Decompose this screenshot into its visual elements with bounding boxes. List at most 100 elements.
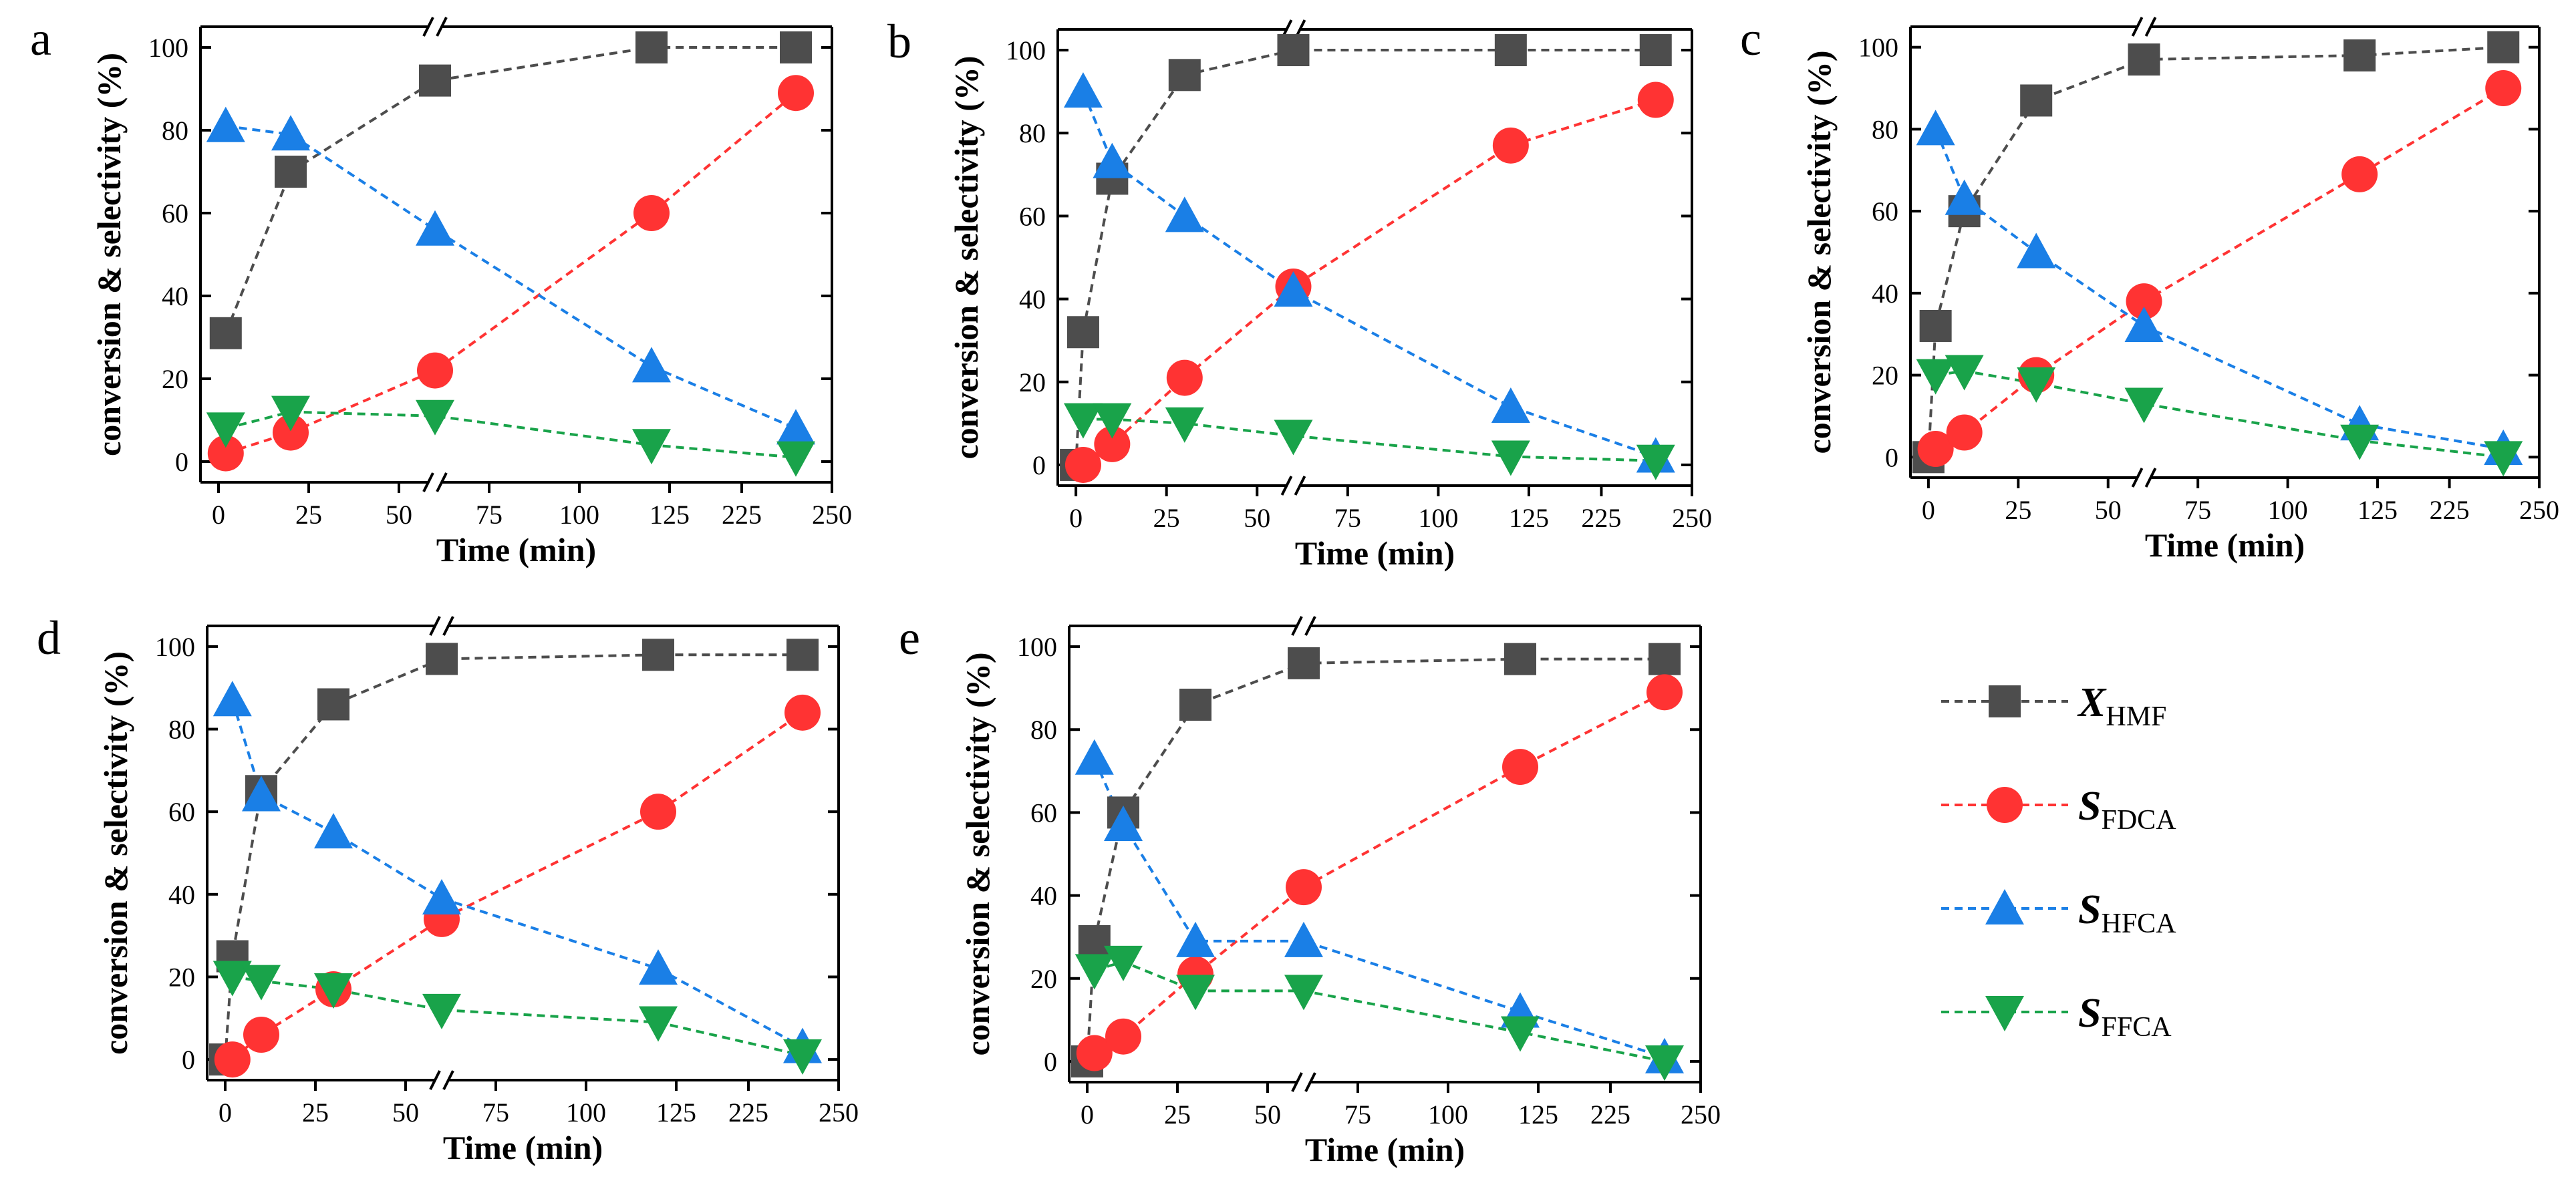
data-point-x-hmf <box>642 639 674 671</box>
y-tick-label: 40 <box>1019 285 1046 315</box>
data-point-s-fdca <box>273 414 309 451</box>
data-point-s-fdca <box>243 1017 279 1053</box>
data-point-s-ffca <box>2017 367 2056 403</box>
y-tick-label: 80 <box>1872 114 1898 144</box>
series-line-s-hfca <box>1934 128 2504 451</box>
y-tick-label: 100 <box>148 33 188 63</box>
panel-label: a <box>30 12 51 65</box>
x-tick-label: 225 <box>728 1097 768 1128</box>
data-point-s-fdca <box>207 435 244 472</box>
data-point-s-hfca <box>1274 271 1313 307</box>
axis-break-mark <box>422 472 434 492</box>
x-tick-label: 75 <box>1334 503 1361 533</box>
y-tick-label: 80 <box>1030 715 1057 745</box>
x-tick-label: 250 <box>1672 503 1712 533</box>
y-tick-label: 0 <box>182 1045 195 1075</box>
data-point-x-hmf <box>426 643 458 675</box>
data-point-x-hmf <box>2020 84 2053 117</box>
x-tick-label: 125 <box>1509 503 1549 533</box>
data-point-x-hmf <box>1277 34 1310 67</box>
axis-break-mark <box>2144 468 2157 488</box>
data-point-x-hmf <box>1179 688 1211 721</box>
data-point-s-ffca <box>1075 954 1114 990</box>
data-point-s-ffca <box>1645 1045 1684 1081</box>
legend-item-fdca: SFDCA <box>1941 784 2176 836</box>
x-tick-label: 0 <box>1922 495 1935 525</box>
data-point-s-hfca <box>2017 232 2056 269</box>
data-point-s-hfca <box>242 776 281 812</box>
x-tick-label: 0 <box>212 500 225 530</box>
x-tick-label: 250 <box>819 1097 859 1128</box>
data-point-s-fdca <box>1166 359 1203 396</box>
x-tick-label: 75 <box>476 500 503 530</box>
data-point-x-hmf <box>1639 34 1672 67</box>
data-point-s-fdca <box>784 694 821 731</box>
y-tick-label: 40 <box>1030 881 1057 911</box>
y-tick-label: 100 <box>1006 35 1046 65</box>
y-axis-title: conversion & selectivity (%) <box>959 652 996 1055</box>
data-point-s-ffca <box>212 961 252 997</box>
y-tick-label: 0 <box>1885 442 1898 472</box>
data-point-x-hmf <box>275 156 307 188</box>
data-point-s-hfca <box>2124 306 2164 342</box>
x-tick-label: 0 <box>1069 503 1083 533</box>
data-point-s-fdca <box>633 195 670 231</box>
axis-break-mark <box>1280 476 1293 496</box>
y-tick-label: 20 <box>168 962 195 992</box>
data-point-s-ffca <box>632 429 671 465</box>
y-tick-label: 100 <box>1858 33 1898 63</box>
legend: XHMF SFDCA SHFCA SFFCA <box>1941 680 2176 1043</box>
data-point-s-hfca <box>1916 110 1955 146</box>
axis-break-mark <box>429 616 441 636</box>
y-tick-label: 20 <box>1872 361 1898 391</box>
x-tick-label: 25 <box>295 500 322 530</box>
y-tick-label: 80 <box>162 116 188 146</box>
data-point-s-ffca <box>1063 403 1103 439</box>
y-tick-label: 0 <box>1044 1047 1057 1077</box>
data-point-s-hfca <box>212 681 252 717</box>
x-tick-label: 25 <box>1164 1099 1191 1130</box>
data-point-s-ffca <box>783 1039 822 1075</box>
axis-break-mark <box>2131 468 2144 488</box>
data-point-s-hfca <box>1176 921 1215 957</box>
data-point-x-hmf <box>2487 31 2520 63</box>
y-tick-label: 20 <box>162 364 188 394</box>
chart-panel-e: 0 20 40 60 80 100 0 25 50 75 100 125 225 250 Time (min… <box>899 611 1721 1168</box>
legend-marker <box>1985 889 2024 924</box>
x-tick-label: 225 <box>2430 495 2470 525</box>
data-point-s-fdca <box>1946 414 1983 451</box>
series-line-x-hmf <box>1075 49 1656 466</box>
y-tick-label: 60 <box>1872 196 1898 226</box>
data-point-s-ffca <box>1093 403 1132 439</box>
series-line-s-fdca <box>1935 87 2505 450</box>
y-axis-title: conversion & selectivity (%) <box>97 651 134 1055</box>
data-point-s-ffca <box>1176 975 1215 1011</box>
axis-break-mark <box>436 472 448 492</box>
series-line-s-hfca <box>225 124 797 430</box>
data-point-x-hmf <box>635 31 668 63</box>
data-point-s-ffca <box>1491 440 1530 476</box>
panel-label: e <box>899 611 920 665</box>
data-point-s-fdca <box>1492 127 1529 164</box>
x-tick-label: 100 <box>2268 495 2308 525</box>
data-point-s-fdca <box>2341 156 2378 192</box>
data-point-s-ffca <box>1165 407 1204 443</box>
data-point-x-hmf <box>1649 643 1681 675</box>
chart-panel-c: 0 20 40 60 80 100 0 25 50 75 100 125 225 250 Time (min… <box>1740 12 2559 564</box>
data-point-s-ffca <box>1916 359 1955 395</box>
data-point-s-fdca <box>1064 446 1101 483</box>
data-point-s-ffca <box>1274 419 1313 456</box>
data-point-s-fdca <box>417 352 453 389</box>
data-point-s-hfca <box>1945 179 1984 215</box>
data-point-s-hfca <box>632 347 671 383</box>
panel-label: b <box>887 15 911 68</box>
x-tick-label: 100 <box>1418 503 1458 533</box>
x-tick-label: 50 <box>1244 503 1270 533</box>
data-point-s-fdca <box>214 1041 251 1078</box>
x-tick-label: 50 <box>2095 495 2122 525</box>
x-tick-label: 75 <box>482 1097 509 1128</box>
x-tick-label: 75 <box>1344 1099 1371 1130</box>
data-point-s-ffca <box>1636 444 1675 480</box>
data-point-s-hfca <box>314 813 353 849</box>
